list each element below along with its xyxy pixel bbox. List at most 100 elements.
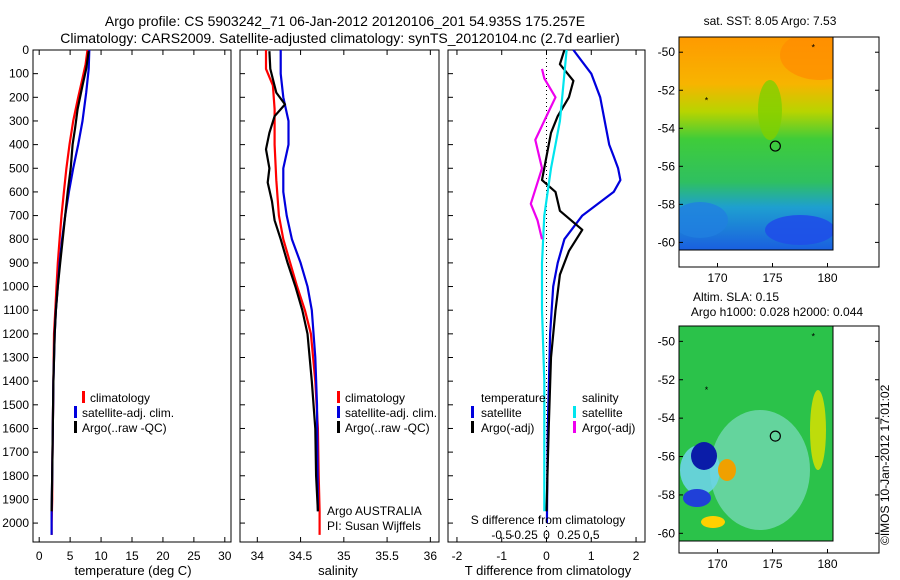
float-star-icon: * xyxy=(811,331,815,341)
ytick-label: 1600 xyxy=(2,421,29,435)
map-xtick-label: 170 xyxy=(707,271,727,285)
temperature-legend: climatology satellite-adj. clim. Argo(..… xyxy=(74,391,174,435)
legend-label-satellite: satellite-adj. clim. xyxy=(82,406,174,420)
legend-swatch-sal-satellite xyxy=(573,406,576,418)
xtick-label: 34.5 xyxy=(289,549,313,563)
ytick-label: 500 xyxy=(9,161,29,175)
figure-title-line2: Climatology: CARS2009. Satellite-adjuste… xyxy=(60,30,620,46)
legend-swatch-climatology xyxy=(337,391,340,403)
series-line-temperature-satellite xyxy=(545,49,622,524)
ytick-label: 900 xyxy=(9,256,29,270)
figure-title-line1: Argo profile: CS 5903242_71 06-Jan-2012 … xyxy=(105,13,585,29)
sst-argo-marker xyxy=(769,140,781,152)
difference-plot xyxy=(529,49,622,542)
ytick-label: 400 xyxy=(9,138,29,152)
stick-label: 0.5 xyxy=(583,528,600,542)
stick-label: 0 xyxy=(543,528,550,542)
xtick-label: 36 xyxy=(424,549,438,563)
series-line-salinity-argo-adj- xyxy=(529,68,557,240)
ytick-label: 0 xyxy=(22,43,29,57)
ytick-label: 1300 xyxy=(2,351,29,365)
xtick-label: 34 xyxy=(251,549,265,563)
map-xtick-label: 175 xyxy=(762,271,782,285)
map-ytick-label: -50 xyxy=(658,45,676,59)
map-ytick-label: -50 xyxy=(658,334,676,348)
ytick-label: 1900 xyxy=(2,492,29,506)
legend-label-sal-argo: Argo(-adj) xyxy=(582,421,635,435)
legend-swatch-temp-satellite xyxy=(471,406,474,418)
legend-swatch-satellite xyxy=(74,406,77,418)
sst-map-title: sat. SST: 8.05 Argo: 7.53 xyxy=(704,14,837,28)
legend-label-climatology: climatology xyxy=(345,391,405,405)
xtick-label: 15 xyxy=(125,549,139,563)
map-xtick-label: 180 xyxy=(817,271,837,285)
float-star-icon: * xyxy=(811,42,815,52)
float-star-icon: * xyxy=(705,96,709,106)
xtick-label: 1 xyxy=(588,549,595,563)
legend-swatch-sal-argo xyxy=(573,421,576,433)
ytick-label: 1100 xyxy=(3,303,29,317)
map-xtick-label: 170 xyxy=(707,557,727,571)
legend-label-argo: Argo(..raw -QC) xyxy=(82,421,167,435)
ytick-label: 700 xyxy=(9,209,29,223)
xtick-label: 10 xyxy=(94,549,108,563)
xtick-label: 2 xyxy=(633,549,640,563)
sla-low-eddy xyxy=(691,442,717,470)
xtick-label: -1 xyxy=(496,549,507,563)
sla-map-title-line2: Argo h1000: 0.028 h2000: 0.044 xyxy=(691,305,863,319)
legend-swatch-temp-argo xyxy=(471,421,474,433)
series-line-climatology xyxy=(264,50,321,535)
legend-label-climatology: climatology xyxy=(90,391,150,405)
temperature-plot xyxy=(50,49,91,535)
sla-map xyxy=(679,326,833,541)
map-ytick-label: -54 xyxy=(658,411,676,425)
sst-green-tongue xyxy=(758,80,782,140)
series-line-satellite-adj-clim- xyxy=(279,50,319,512)
ytick-label: 1400 xyxy=(2,374,29,388)
ytick-label: 1800 xyxy=(2,469,29,483)
map-ytick-label: -60 xyxy=(658,526,676,540)
imos-stamp: ©IMOS 10-Jan-2012 17:01:02 xyxy=(878,384,892,545)
sla-map-title-line1: Altim. SLA: 0.15 xyxy=(693,290,779,304)
salinity-plot xyxy=(264,50,321,535)
legend-swatch-argo xyxy=(337,421,340,433)
map-ytick-label: -54 xyxy=(658,121,676,135)
map-ytick-label: -52 xyxy=(658,83,676,97)
sst-warm-patch xyxy=(780,37,833,80)
series-line-salinity-satellite xyxy=(540,49,568,512)
sst-map-axes xyxy=(678,36,880,268)
legend-label-temp-satellite: satellite xyxy=(481,406,522,420)
map-ytick-label: -58 xyxy=(658,488,676,502)
ytick-label: 1500 xyxy=(2,398,29,412)
ytick-label: 600 xyxy=(9,185,29,199)
xtick-label: 0 xyxy=(543,549,550,563)
sla-map-ticks: 170 175 180 -50 -52 -54 -56 -58 -60 * * xyxy=(658,331,879,571)
ytick-label: 1000 xyxy=(2,280,29,294)
salinity-annotation-line1: Argo AUSTRALIA xyxy=(327,504,422,518)
sst-map xyxy=(679,37,833,250)
stick-label: -0.5 xyxy=(491,528,512,542)
map-ytick-label: -52 xyxy=(658,373,676,387)
xtick-label: -2 xyxy=(452,549,463,563)
temperature-xlabel: temperature (deg C) xyxy=(74,563,191,578)
legend-label-temp-argo: Argo(-adj) xyxy=(481,421,534,435)
legend-swatch-climatology xyxy=(82,391,85,403)
series-line-argo-raw-qc- xyxy=(50,51,90,512)
sst-cold-patch-west xyxy=(679,202,728,238)
legend-label-satellite: satellite-adj. clim. xyxy=(345,406,437,420)
difference-xlabel-top: S difference from climatology xyxy=(471,513,626,527)
sla-light-band xyxy=(710,410,810,530)
legend-label-sal-satellite: satellite xyxy=(582,406,623,420)
temperature-axes xyxy=(32,49,232,543)
map-ytick-label: -60 xyxy=(658,235,676,249)
sla-high-patch xyxy=(718,459,736,481)
sst-cold-patch xyxy=(765,215,833,245)
legend-title-temperature: temperature xyxy=(481,391,546,405)
stick-label: -0.25 xyxy=(510,528,538,542)
ytick-label: 300 xyxy=(9,114,29,128)
series-line-argo-raw-qc- xyxy=(264,51,319,512)
sla-low-eddy-2 xyxy=(683,489,711,507)
series-line-temperature-argo-adj- xyxy=(540,49,584,512)
xtick-label: 0 xyxy=(36,549,43,563)
